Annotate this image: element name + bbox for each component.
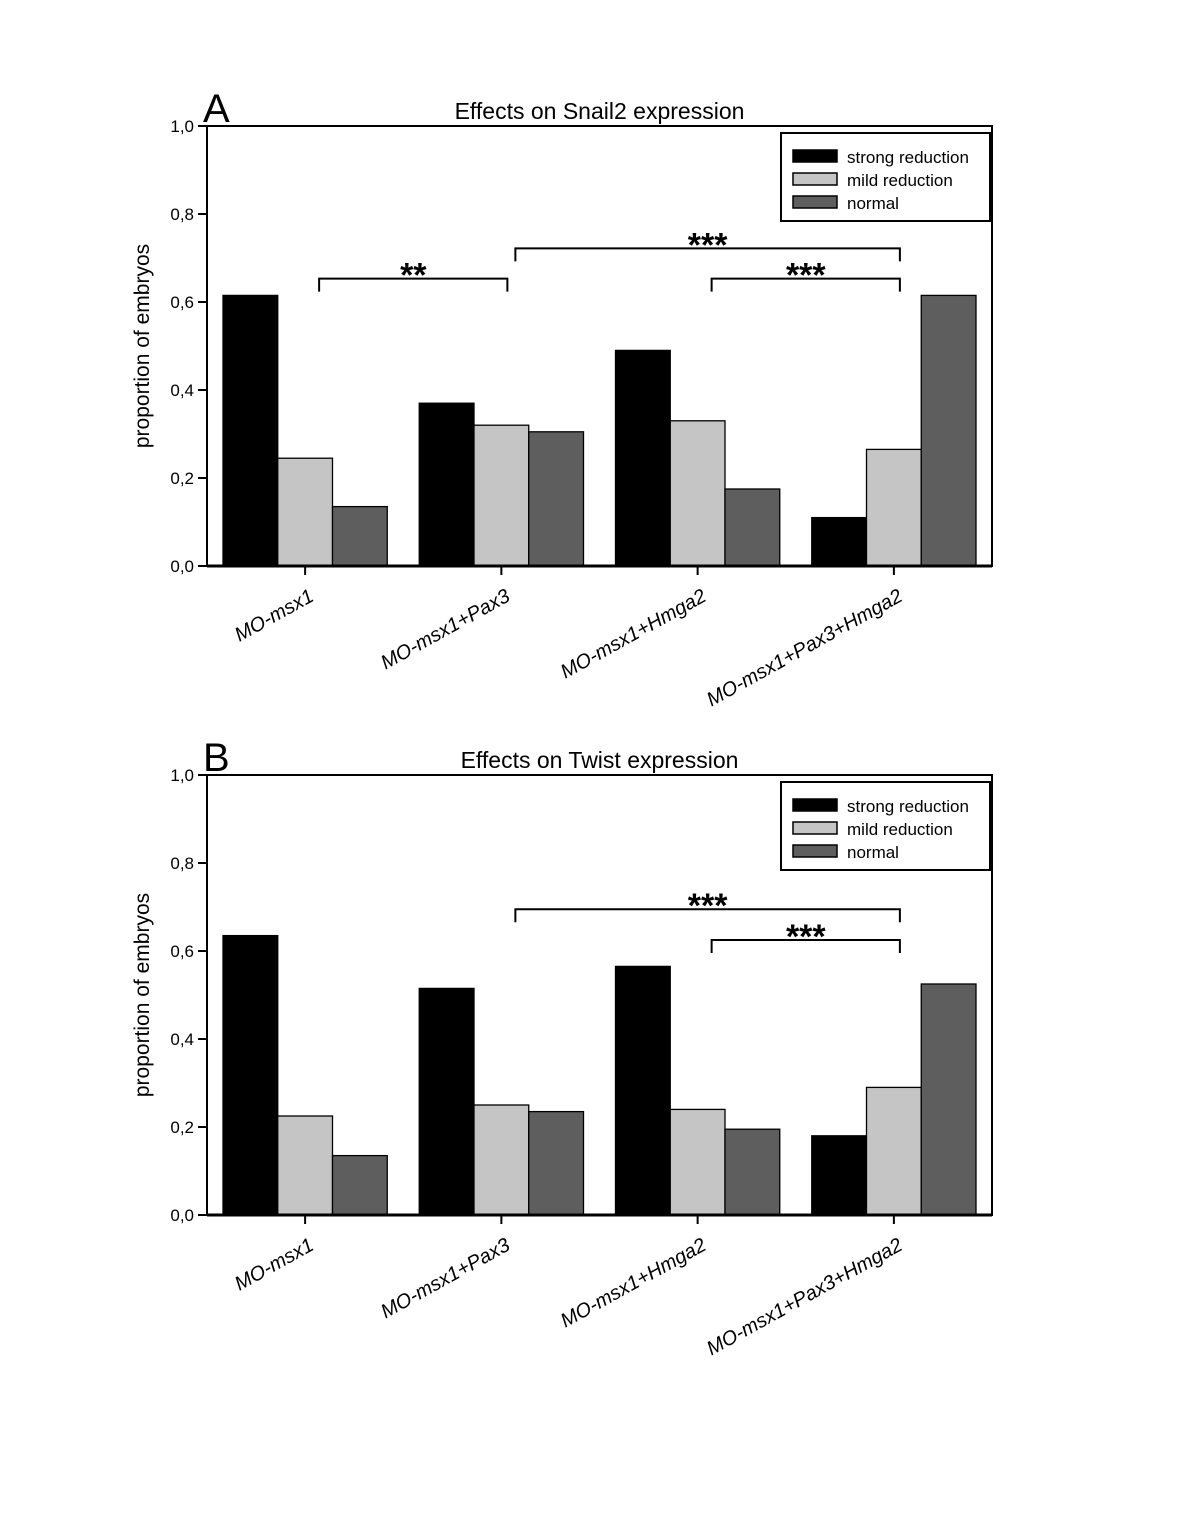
bars-group <box>222 934 977 1216</box>
y-tick-label: 0,4 <box>170 1030 194 1049</box>
x-tick-label: MO-msx1 <box>231 1234 317 1295</box>
legend-swatch-strong <box>792 798 838 812</box>
significance-bracket <box>710 277 901 292</box>
y-tick-label: 1,0 <box>170 766 194 785</box>
bar-a-group4-strong <box>811 516 868 567</box>
x-tick-label: MO-msx1+Pax3+Hmga2 <box>703 585 906 711</box>
panel-a: ********0,00,20,40,60,81,0MO-msx1 MO-msx1… <box>131 87 993 711</box>
legend-label-strong: strong reduction <box>847 797 969 816</box>
y-tick-label: 0,6 <box>170 942 194 961</box>
x-tick-label: MO-msx1+Hmga2 <box>557 1234 710 1332</box>
legend-label-normal: normal <box>847 843 899 862</box>
panel-letter: B <box>203 736 230 780</box>
significance-label: ** <box>400 257 427 295</box>
x-tick-label: MO-msx1+Hmga2 <box>557 585 710 683</box>
bar-a-group1-mild <box>277 457 334 567</box>
y-tick-label: 0,8 <box>170 854 194 873</box>
x-tick-label: MO-msx1+Pax3 <box>377 585 514 674</box>
y-axis-title: proportion of embryos <box>131 893 154 1097</box>
bar-b-group4-mild <box>865 1086 922 1216</box>
legend-swatch-mild <box>792 821 838 835</box>
panel-title: Effects on Twist expression <box>461 747 739 773</box>
legend: strong reduction mild reduction normal <box>780 781 991 871</box>
panel-b: *** *** 0,0 0,2 0,4 0,6 0,8 1,0 MO-msx1 MO-msx1+P… <box>131 736 993 1360</box>
y-tick-label: 0,2 <box>170 469 194 488</box>
bar-a-group3-mild <box>669 420 726 567</box>
significance-label: *** <box>786 918 826 956</box>
legend-label-strong: strong reduction <box>847 148 969 167</box>
x-tick-label: MO-msx1 <box>231 585 317 646</box>
legend-label-normal: normal <box>847 194 899 213</box>
significance-bracket <box>318 277 509 292</box>
x-tick-label: MO-msx1+Pax3 <box>377 1234 514 1323</box>
bar-a-group2-strong <box>418 402 475 567</box>
y-tick-label: 0,6 <box>170 293 194 312</box>
bar-b-group1-mild <box>277 1115 334 1216</box>
panel-title: Effects on Snail2 expression <box>455 98 745 124</box>
y-tick-label: 0,4 <box>170 381 194 400</box>
bar-b-group3-normal <box>724 1128 781 1216</box>
bar-a-group4-normal <box>920 294 977 567</box>
legend-label-mild: mild reduction <box>847 820 953 839</box>
significance-label: *** <box>786 257 826 295</box>
y-tick-label: 0,2 <box>170 1118 194 1137</box>
significance-bracket <box>710 939 901 953</box>
bar-a-group4-mild <box>865 448 922 567</box>
bar-a-group3-strong <box>614 349 671 567</box>
y-tick-label: 0,0 <box>170 557 194 576</box>
y-tick-label: 0,0 <box>170 1206 194 1225</box>
y-tick-label: 1,0 <box>170 117 194 136</box>
bar-b-group4-strong <box>811 1135 868 1216</box>
bar-a-group3-normal <box>724 488 781 567</box>
legend-swatch-strong <box>792 149 838 163</box>
bar-b-group4-normal <box>920 983 977 1216</box>
legend-swatch-normal <box>792 195 838 209</box>
bar-a-group2-normal <box>528 431 585 567</box>
significance-label: *** <box>688 226 728 264</box>
significance-label: *** <box>688 887 728 925</box>
bar-b-group2-strong <box>418 987 475 1216</box>
panel-letter: A <box>203 87 230 131</box>
y-axis-title: proportion of embryos <box>131 244 154 448</box>
bar-a-group2-mild <box>473 424 530 567</box>
bar-b-group2-normal <box>528 1110 585 1216</box>
bar-b-group3-mild <box>669 1108 726 1216</box>
bar-a-group1-normal <box>331 505 388 567</box>
significance-bracket <box>514 247 901 262</box>
y-tick-label: 0,8 <box>170 205 194 224</box>
significance-bracket <box>514 908 901 923</box>
x-tick-label: MO-msx1+Pax3+Hmga2 <box>703 1234 906 1360</box>
legend-swatch-mild <box>792 172 838 186</box>
bar-b-group2-mild <box>473 1104 530 1216</box>
bar-a-group1-strong <box>222 294 279 567</box>
legend: strong reduction mild reduction normal <box>780 132 991 222</box>
bar-b-group3-strong <box>614 965 671 1216</box>
bar-b-group1-normal <box>331 1154 388 1216</box>
legend-label-mild: mild reduction <box>847 171 953 190</box>
bar-b-group1-strong <box>222 934 279 1216</box>
bars-group <box>222 294 977 567</box>
legend-swatch-normal <box>792 844 838 858</box>
